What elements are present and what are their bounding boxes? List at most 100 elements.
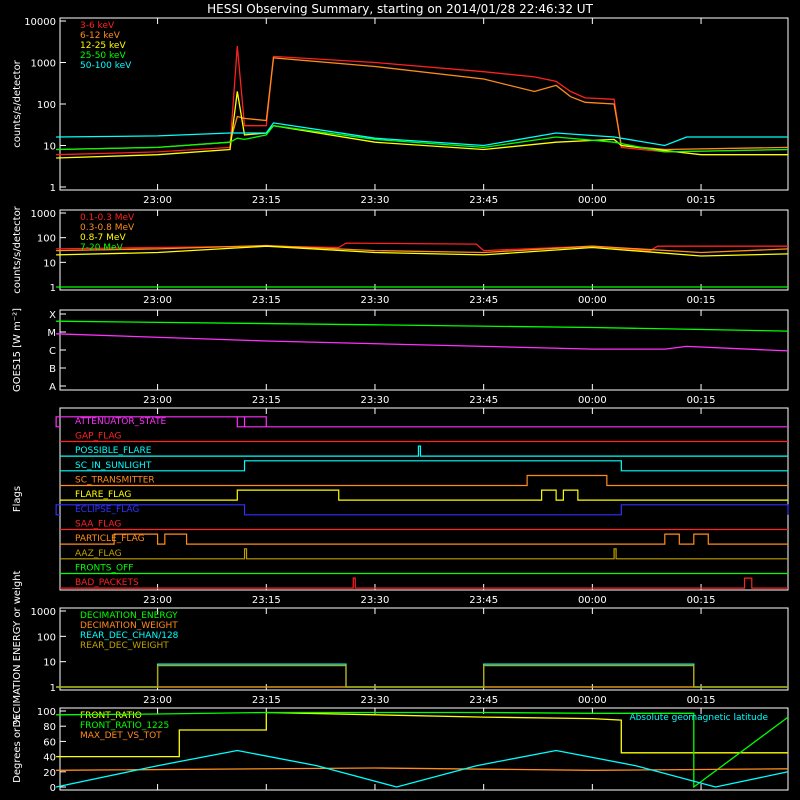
flag-label: POSSIBLE_FLARE [75,446,152,456]
y-tick-label: C [49,346,56,357]
flag-trace [60,445,788,457]
series-line [56,664,788,688]
series-line [56,125,789,153]
flag-label: GAP_FLAG [75,431,121,441]
y-tick-label: 60 [43,737,56,748]
panel-ratios: Degrees or % 0 20 40 60 80 100 FRONT_RATIOFRONT… [12,707,789,794]
y-tick-label: 0 [50,783,56,794]
panel-xray-rates: 23:00 23:15 23:30 23:45 00:00 00:15 counts/s/d… [12,17,789,206]
y-tick-label: 1000 [31,59,56,70]
x-tick-label: 23:00 [143,395,172,406]
legend-entry: 50-100 keV [80,61,132,71]
flag-trace [60,460,788,472]
x-tick-label: 23:30 [361,295,390,306]
x-tick-label: 23:45 [469,395,498,406]
y-tick-label: 100 [37,632,56,643]
panel-flags: 23:00 23:15 23:30 23:45 00:00 00:15 Flags ATTEN… [12,407,789,606]
x-tick-label: 23:00 [143,195,172,206]
legend-entry: FRONT_RATIO [80,711,142,721]
flag-label: PARTICLE_FLAG [75,534,145,544]
flag-label: AAZ_FLAG [75,549,122,559]
y-tick-label: 1000 [31,607,56,618]
series-line [56,57,789,151]
y-axis-label: counts/s/detector [12,59,23,147]
x-tick-label: 00:00 [578,395,607,406]
x-tick-label: 00:00 [578,695,607,706]
legend-entry: 25-50 keV [80,51,126,61]
y-tick-label: M [47,328,56,339]
x-tick-label: 23:30 [361,695,390,706]
y-tick-label: 20 [43,768,56,779]
legend-entry: 0.8-7 MeV [80,233,126,243]
y-tick-label: 1 [50,183,56,194]
x-tick-label: 23:00 [143,695,172,706]
flag-label: FRONTS_OFF [75,563,133,573]
series-line [56,711,788,758]
flag-trace [60,489,788,501]
y-tick-label: 40 [43,753,56,764]
series-line [56,767,789,771]
legend-entry: 3-6 keV [80,21,115,31]
y-axis-label: GOES15 [W m⁻²] [12,308,23,392]
x-tick-label: 23:00 [143,595,172,606]
x-tick-label: 23:30 [361,195,390,206]
plot-frame [59,607,789,691]
y-tick-label: 10 [43,658,56,669]
flag-label: ECLIPSE_FLAG [75,505,139,515]
x-tick-label: 23:30 [361,595,390,606]
legend-entry: 0.1-0.3 MeV [80,213,135,223]
x-tick-label: 00:00 [578,595,607,606]
y-tick-label: B [49,364,56,375]
series-line [56,320,789,332]
x-tick-label: 00:15 [687,395,716,406]
x-tick-label: 00:00 [578,295,607,306]
flag-trace [60,474,788,487]
y-tick-label: 1 [50,683,56,694]
flag-label: SC_TRANSMITTER [75,475,155,485]
flag-label: FLARE_FLAG [75,490,131,500]
y-tick-label: 100 [37,100,56,111]
series-line [56,245,789,257]
series-line [56,333,789,352]
y-axis-label: Degrees or % [12,715,23,783]
flag-label: SC_IN_SUNLIGHT [75,461,152,471]
legend-entry: 6-12 keV [80,31,121,41]
legend-entry: FRONT_RATIO_1225 [80,721,169,731]
plot-frame [59,407,789,591]
x-tick-label: 23:30 [361,395,390,406]
x-tick-label: 23:45 [469,295,498,306]
y-tick-label: 10 [43,142,56,153]
x-tick-label: 23:00 [143,295,172,306]
x-tick-label: 23:45 [469,695,498,706]
legend-entry: 12-25 keV [80,41,126,51]
x-tick-label: 23:15 [252,295,281,306]
series-line [56,122,788,147]
legend-entry: DECIMATION_WEIGHT [80,621,178,631]
legend-entry: Absolute geomagnetic latitude [629,713,768,723]
legend-entry: 7-20 MeV [80,243,124,253]
chart-title: HESSI Observing Summary, starting on 201… [207,2,593,16]
x-tick-label: 00:15 [687,695,716,706]
y-tick-label: 1000 [31,209,56,220]
series-line [56,244,789,254]
y-tick-label: 100 [37,707,56,718]
panel-decimation: 23:00 23:15 23:30 23:45 00:00 00:15 DECIMATION… [12,570,789,727]
panel-goes: 23:00 23:15 23:30 23:45 00:00 00:15 GOES15 [W … [12,308,789,406]
x-tick-label: 23:15 [252,595,281,606]
legend-entry: REAR_DEC_WEIGHT [80,641,169,651]
x-tick-label: 23:45 [469,195,498,206]
y-axis-label: Flags [12,486,23,512]
y-axis-label: counts/s/detector [12,205,23,293]
series-line [55,749,789,788]
flag-trace [55,416,788,428]
x-tick-label: 23:15 [252,195,281,206]
y-tick-label: 10000 [24,17,56,28]
x-tick-label: 00:15 [687,295,716,306]
series-line [56,91,788,159]
flag-trace [60,548,788,560]
flag-trace [55,504,789,516]
flag-label: ATTENUATOR_STATE [75,417,167,427]
y-axis-label: DECIMATION ENERGY or weight [12,570,23,727]
x-tick-label: 23:45 [469,595,498,606]
